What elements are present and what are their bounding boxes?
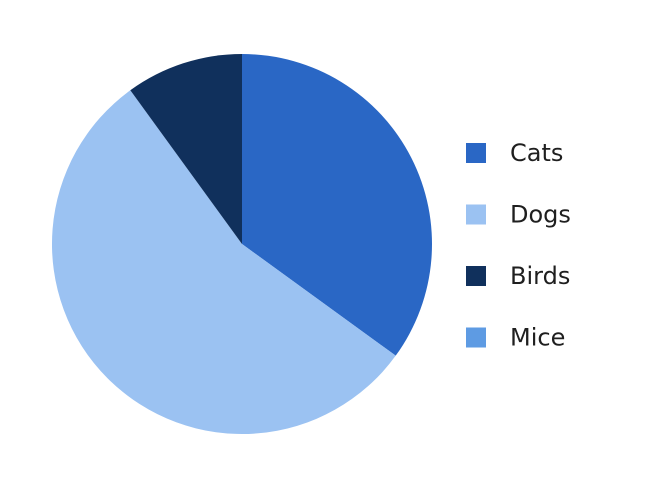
legend-swatch-cats [466,143,486,163]
legend-item-dogs: Dogs [466,201,571,229]
legend-swatch-mice [466,327,486,348]
pie-slice-birds [130,54,242,244]
legend-swatch-birds [466,266,486,286]
legend-label-birds: Birds [510,262,570,290]
legend-item-birds: Birds [466,262,570,290]
legend-label-cats: Cats [510,139,563,167]
legend-swatch-dogs [466,204,486,225]
legend-label-dogs: Dogs [510,201,571,229]
legend: Cats Dogs Birds Mice [466,139,571,352]
legend-label-mice: Mice [510,324,565,352]
pie-slices [51,54,432,435]
pie-slice-dogs [51,90,396,435]
legend-item-mice: Mice [466,324,565,352]
legend-item-cats: Cats [466,139,563,167]
pie-slice-cats [242,54,432,356]
